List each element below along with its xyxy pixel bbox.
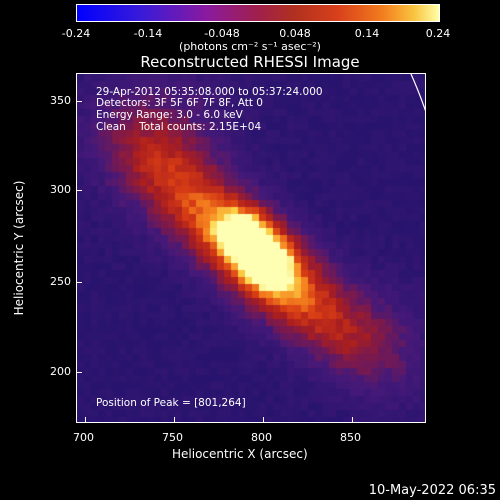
colorbar-tick-label: -0.048 [204, 27, 240, 40]
colorbar-tick-label: 0.14 [354, 27, 380, 40]
y-tick-label: 200 [50, 365, 71, 378]
y-tick-label: 350 [50, 94, 71, 107]
y-tick-mark [76, 190, 82, 191]
info-detectors: Detectors: 3F 5F 6F 7F 8F, Att 0 [96, 97, 263, 109]
image-canvas [77, 74, 425, 422]
x-tick-label: 800 [251, 431, 272, 444]
x-tick-label: 700 [73, 431, 94, 444]
y-tick-mark [76, 282, 82, 283]
info-energy-range: Energy Range: 3.0 - 6.0 keV [96, 109, 243, 121]
reconstructed-image[interactable] [76, 73, 426, 423]
y-axis-title: Heliocentric Y (arcsec) [12, 180, 26, 316]
limb-arc [410, 74, 425, 111]
info-time-range: 29-Apr-2012 05:35:08.000 to 05:37:24.000 [96, 86, 323, 98]
colorbar-tick-label: 0.24 [425, 27, 451, 40]
timestamp: 10-May-2022 06:35 [368, 483, 496, 498]
y-tick-label: 300 [50, 183, 71, 196]
x-tick-label: 750 [162, 431, 183, 444]
x-tick-mark [352, 417, 353, 423]
x-tick-mark [85, 417, 86, 423]
colorbar-unit-label: (photons cm⁻² s⁻¹ asec⁻²) [179, 40, 321, 53]
info-clean-counts: Clean Total counts: 2.15E+04 [96, 121, 262, 133]
colorbar [76, 4, 440, 22]
x-axis-title: Heliocentric X (arcsec) [172, 447, 308, 461]
info-peak-position: Position of Peak = [801,264] [96, 397, 246, 409]
x-tick-label: 850 [340, 431, 361, 444]
y-tick-mark [76, 372, 82, 373]
y-tick-label: 250 [50, 275, 71, 288]
colorbar-tick-label: -0.14 [133, 27, 163, 40]
colorbar-tick-label: -0.24 [61, 27, 91, 40]
x-tick-mark [174, 417, 175, 423]
x-tick-mark [263, 417, 264, 423]
colorbar-tick-label: 0.048 [279, 27, 311, 40]
y-tick-mark [76, 101, 82, 102]
image-title: Reconstructed RHESSI Image [140, 53, 360, 71]
